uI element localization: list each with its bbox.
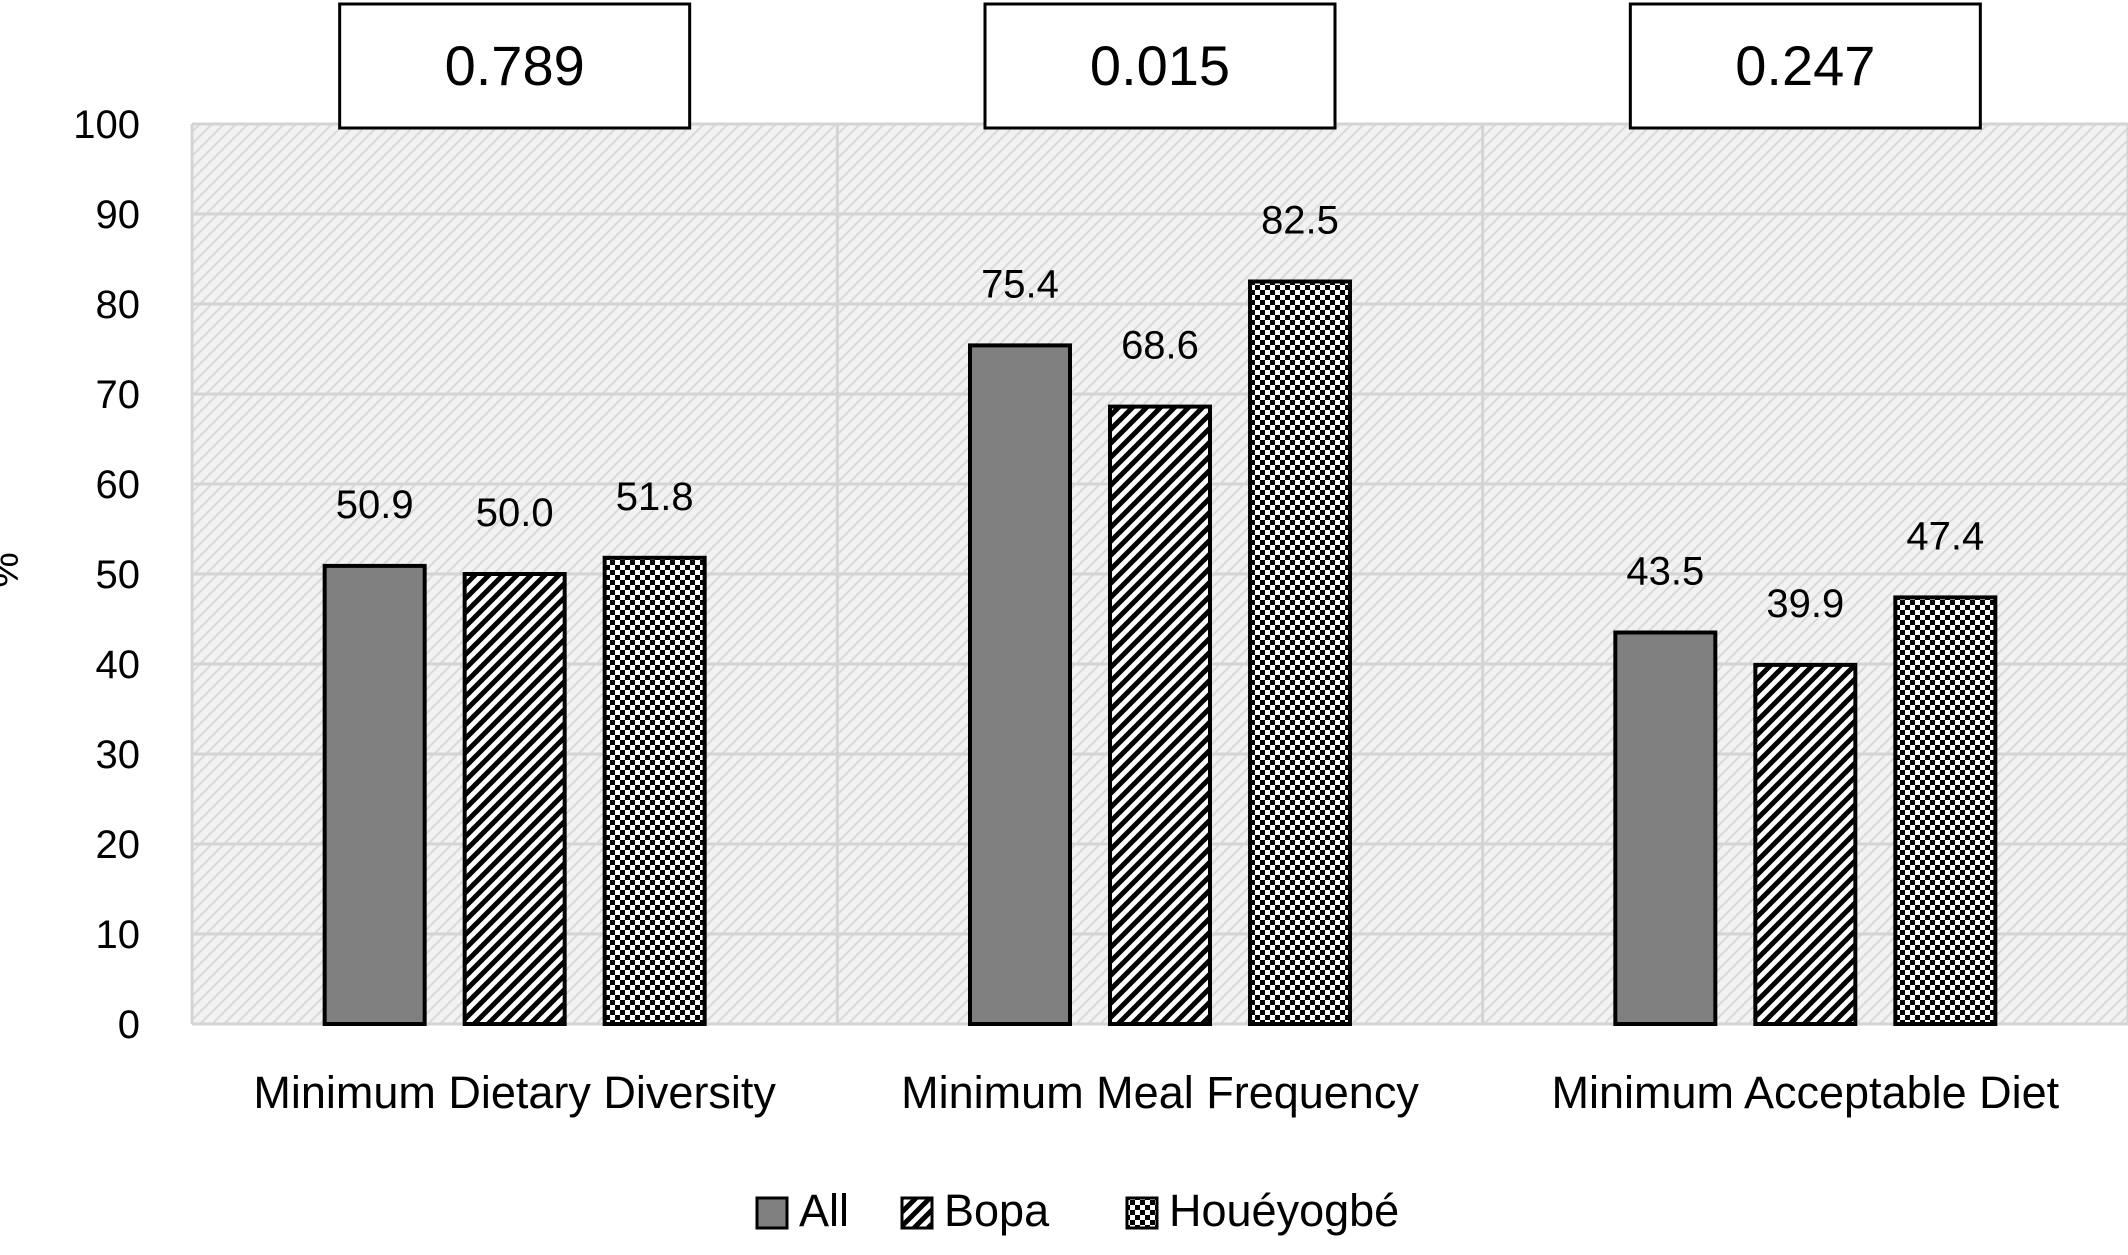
data-label: 50.9 (336, 483, 414, 527)
y-tick-label: 20 (96, 823, 141, 867)
bar-all (322, 563, 427, 1027)
y-tick-label: 70 (96, 373, 141, 417)
category-label: Minimum Acceptable Diet (1551, 1067, 2059, 1118)
legend-swatch (755, 1196, 789, 1230)
data-label: 50.0 (476, 491, 554, 535)
legend-label: Houéyogbé (1169, 1185, 1399, 1236)
data-label: 43.5 (1626, 550, 1704, 594)
y-tick-label: 100 (73, 103, 140, 147)
data-label: 51.8 (616, 475, 694, 519)
legend-label: Bopa (944, 1185, 1050, 1236)
data-label: 47.4 (1906, 514, 1984, 558)
y-tick-label: 50 (96, 553, 141, 597)
bar-bopa (1108, 404, 1212, 1027)
data-label: 75.4 (981, 262, 1059, 306)
data-labels: 50.9 50.0 51.8 75.4 68.6 82.5 43.5 39.9 47.4 (336, 199, 1985, 626)
legend: All Bopa Houéyogbé (755, 1185, 1399, 1236)
y-tick-label: 10 (96, 913, 141, 957)
legend-swatch (900, 1196, 934, 1230)
y-tick-label: 60 (96, 463, 141, 507)
annotation-value: 0.789 (445, 34, 585, 97)
bar-all (968, 343, 1072, 1026)
y-axis-tick-labels: 0 10 20 30 40 50 60 70 80 90 100 (73, 103, 140, 1047)
x-axis-category-labels: Minimum Dietary Diversity Minimum Meal Fr… (253, 1067, 2059, 1118)
p-value-annotations: 0.789 0.015 0.247 (338, 2, 1982, 130)
bar-bopa (1753, 662, 1858, 1027)
annotation-value: 0.247 (1735, 34, 1875, 97)
legend-swatch (1125, 1196, 1159, 1230)
y-axis-label: % (0, 552, 27, 588)
bar-hou-yogb- (1248, 279, 1352, 1026)
annotation-value: 0.015 (1090, 34, 1230, 97)
bar-hou-yogb- (602, 555, 707, 1026)
legend-label: All (799, 1185, 849, 1236)
y-tick-label: 0 (118, 1003, 140, 1047)
data-label: 82.5 (1261, 199, 1339, 243)
annotation-box (983, 2, 1337, 130)
y-tick-label: 90 (96, 193, 141, 237)
bar-hou-yogb- (1893, 595, 1998, 1027)
bar-all (1613, 630, 1718, 1026)
category-label: Minimum Dietary Diversity (253, 1067, 776, 1118)
y-tick-label: 40 (96, 643, 141, 687)
data-label: 68.6 (1121, 324, 1199, 368)
category-label: Minimum Meal Frequency (901, 1067, 1419, 1118)
y-tick-label: 80 (96, 283, 141, 327)
annotation-box (1628, 2, 1982, 130)
bars (322, 279, 1998, 1027)
annotation-box (338, 2, 692, 130)
y-tick-label: 30 (96, 733, 141, 777)
bar-bopa (462, 572, 567, 1026)
data-label: 39.9 (1766, 582, 1844, 626)
